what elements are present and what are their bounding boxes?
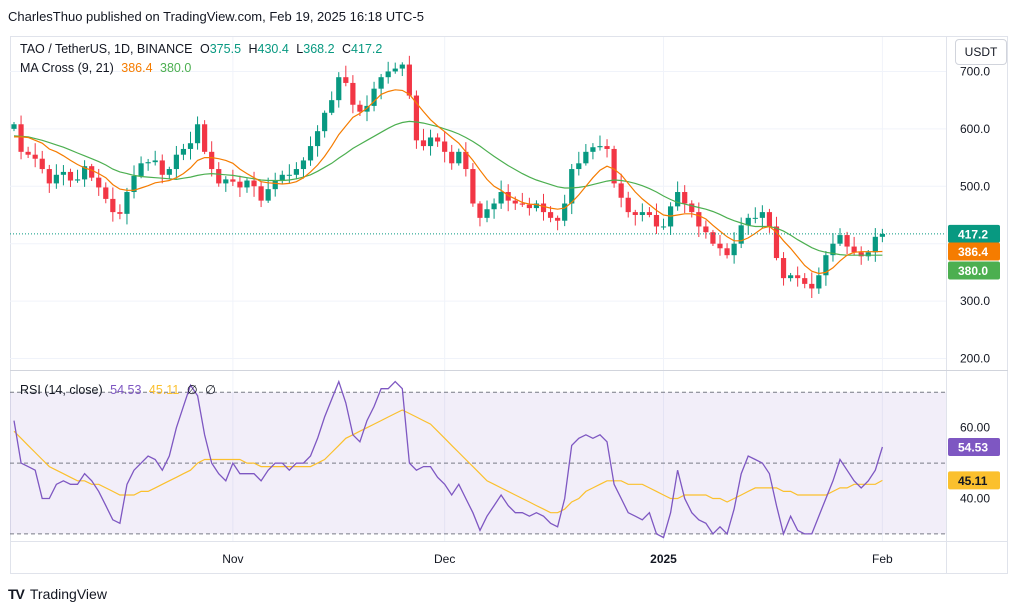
ma-legend: MA Cross (9, 21) 386.4 380.0 [20,61,195,75]
high-label: H [248,42,258,56]
high-value: 430.4 [257,42,289,56]
publish-caption: CharlesThuo published on TradingView.com… [8,9,425,24]
rsi-title[interactable]: RSI (14, close) [20,383,103,397]
close-label: C [342,42,352,56]
ma-title[interactable]: MA Cross (9, 21) [20,61,114,75]
pane-divider[interactable] [10,370,1008,371]
price-axis-separator [946,36,947,574]
chart-frame[interactable] [10,36,1008,574]
close-value: 417.2 [351,42,383,56]
rsi-value: 54.53 [110,383,142,397]
rsi-extra-2: ∅ [205,383,217,397]
price-legend: TAO / TetherUS, 1D, BINANCE O375.5 H430.… [20,42,386,56]
currency-button[interactable]: USDT [955,39,1007,65]
low-value: 368.2 [303,42,335,56]
tradingview-logo-icon: TV [8,586,25,602]
open-label: O [200,42,210,56]
ma-fast-value: 386.4 [121,61,153,75]
open-value: 375.5 [209,42,242,56]
ma-slow-value: 380.0 [160,61,192,75]
rsi-ma-value: 45.11 [148,383,180,397]
symbol-label[interactable]: TAO / TetherUS, 1D, BINANCE [20,42,193,56]
time-axis-separator [10,541,1008,542]
brand-name: TradingView [29,586,107,602]
footer-brand[interactable]: TV TradingView [8,586,107,602]
low-label: L [296,42,304,56]
rsi-legend: RSI (14, close) 54.53 45.11 ∅ ∅ [20,382,220,397]
rsi-extra-1: ∅ [186,383,198,397]
